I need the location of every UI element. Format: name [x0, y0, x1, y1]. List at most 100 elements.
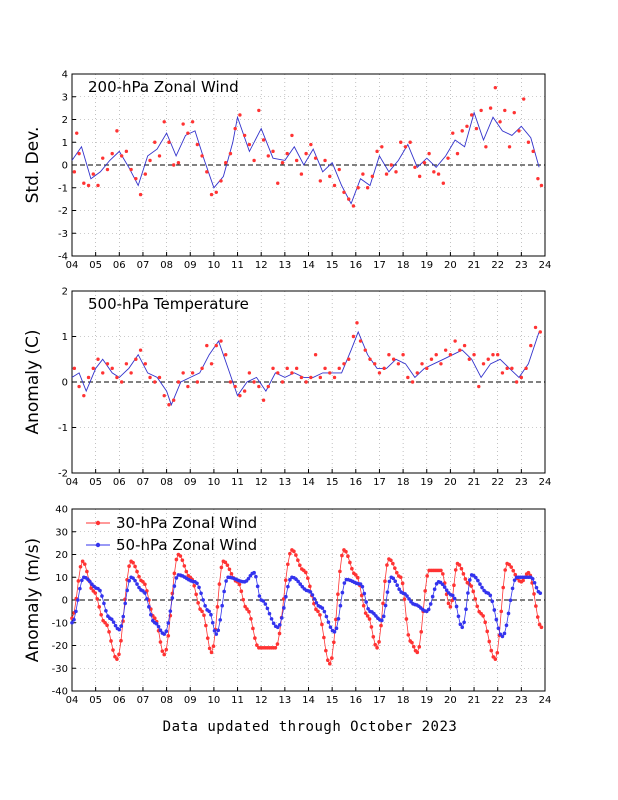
series-point-30hpa	[245, 607, 249, 611]
monthly-value-point	[420, 362, 424, 366]
monthly-value-point	[148, 375, 152, 380]
monthly-value-point	[410, 380, 415, 384]
series-point-30hpa	[354, 573, 358, 577]
series-point-50hpa	[145, 597, 149, 601]
series-point-30hpa	[119, 638, 123, 643]
monthly-value-point	[200, 366, 204, 371]
series-point-50hpa	[462, 620, 466, 625]
monthly-value-point	[138, 348, 143, 352]
series-point-30hpa	[391, 561, 395, 566]
monthly-value-point	[82, 393, 86, 398]
series-point-50hpa	[385, 590, 390, 594]
data-marks	[70, 548, 544, 666]
y-tick-label: -1	[58, 183, 68, 194]
series-point-50hpa	[109, 617, 114, 622]
x-tick-label: 15	[326, 477, 339, 488]
series-point-30hpa	[439, 568, 443, 573]
monthly-value-point	[209, 192, 214, 197]
monthly-value-point	[181, 122, 185, 126]
series-point-30hpa	[411, 644, 416, 649]
x-tick-label: 13	[278, 695, 291, 706]
series-point-50hpa	[257, 594, 262, 598]
monthly-value-point	[153, 380, 157, 384]
series-point-50hpa	[500, 634, 505, 639]
y-tick-label: -2	[58, 206, 68, 217]
series-point-30hpa	[327, 661, 332, 666]
series-point-30hpa	[381, 601, 385, 606]
monthly-value-point	[469, 113, 474, 117]
series-point-30hpa	[340, 553, 344, 558]
series-point-50hpa	[252, 570, 256, 575]
series-point-50hpa	[490, 599, 495, 604]
series-point-50hpa	[135, 582, 139, 586]
monthly-value-point	[119, 380, 124, 384]
monthly-value-point	[171, 398, 176, 402]
monthly-value-point	[370, 174, 375, 179]
monthly-value-point	[337, 167, 341, 172]
series-point-50hpa	[450, 593, 455, 598]
series-point-50hpa	[492, 608, 497, 612]
series-point-30hpa	[219, 565, 224, 570]
series-point-50hpa	[342, 581, 347, 585]
monthly-value-point	[328, 371, 332, 375]
series-point-30hpa	[379, 623, 383, 628]
series-point-30hpa	[239, 589, 244, 594]
monthly-value-point	[124, 362, 129, 366]
monthly-value-point	[507, 145, 512, 149]
monthly-value-point	[391, 357, 396, 361]
series-point-50hpa	[255, 584, 260, 589]
series-point-30hpa	[389, 558, 393, 563]
monthly-value-point	[266, 154, 270, 158]
series-point-30hpa	[89, 586, 93, 590]
series-point-50hpa	[336, 616, 341, 621]
monthly-value-point	[190, 371, 195, 375]
axes-frame: 04 05 06 07 08 09 10 11 12 13 14 15 16 17 18 19 20 21 22 23…	[52, 505, 552, 707]
series-point-30hpa	[330, 656, 334, 660]
monthly-value-point	[356, 186, 360, 190]
series-point-30hpa	[184, 569, 189, 574]
series-point-30hpa	[471, 589, 476, 594]
series-point-50hpa	[488, 593, 493, 598]
series-point-30hpa	[383, 579, 387, 584]
x-tick-label: 07	[137, 695, 150, 706]
y-tick-label: 0	[62, 161, 68, 172]
series-point-50hpa	[172, 584, 177, 588]
monthly-value-point	[486, 357, 490, 361]
series-point-30hpa	[200, 609, 204, 614]
series-point-50hpa	[474, 575, 478, 580]
legend-marker-50hpa	[95, 542, 101, 548]
monthly-value-point	[299, 375, 304, 380]
series-point-30hpa	[215, 605, 220, 609]
series-point-50hpa	[326, 620, 331, 624]
series-point-50hpa	[310, 593, 315, 597]
series-point-30hpa	[410, 640, 414, 645]
series-point-30hpa	[85, 569, 89, 574]
monthly-value-point	[157, 154, 162, 158]
series-point-50hpa	[209, 612, 213, 617]
monthly-value-point	[110, 151, 114, 156]
series-point-30hpa	[286, 562, 290, 567]
series-point-50hpa	[508, 598, 513, 603]
monthly-value-point	[309, 142, 313, 147]
monthly-value-point	[242, 133, 247, 138]
series-point-50hpa	[393, 579, 398, 584]
series-point-30hpa	[526, 570, 531, 575]
x-tick-label: 04	[66, 695, 79, 706]
series-point-50hpa	[340, 590, 345, 595]
monthly-value-point	[271, 366, 275, 371]
series-point-30hpa	[365, 614, 370, 618]
smoothed-series-line	[71, 111, 540, 205]
monthly-value-point	[115, 375, 119, 380]
monthly-value-point	[460, 129, 464, 133]
series-point-30hpa	[485, 629, 490, 634]
x-tick-label: 08	[160, 695, 173, 706]
series-point-50hpa	[246, 576, 251, 581]
series-point-50hpa	[442, 585, 447, 589]
series-point-50hpa	[111, 620, 116, 624]
monthly-value-point	[143, 172, 148, 176]
series-point-30hpa	[174, 557, 179, 562]
series-point-50hpa	[216, 628, 221, 633]
x-tick-label: 05	[89, 260, 102, 271]
series-point-30hpa	[400, 581, 405, 586]
